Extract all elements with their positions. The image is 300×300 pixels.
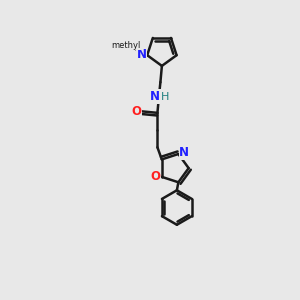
- Text: O: O: [151, 170, 161, 183]
- Text: methyl: methyl: [112, 41, 141, 50]
- Text: O: O: [132, 105, 142, 118]
- Text: N: N: [150, 90, 160, 103]
- Text: N: N: [179, 146, 189, 159]
- Text: H: H: [161, 92, 169, 101]
- Text: N: N: [137, 48, 147, 61]
